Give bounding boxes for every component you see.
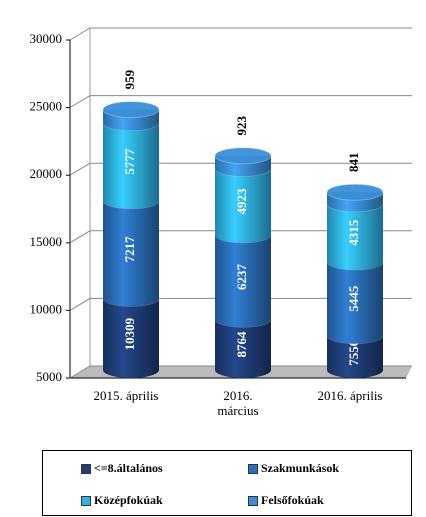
grid-line <box>69 162 412 176</box>
legend-swatch <box>248 463 258 474</box>
cylinder-segment <box>327 335 383 378</box>
legend-swatch <box>81 463 91 474</box>
legend: <=8.általános Szakmunkások Középfokúak Fels… <box>42 450 412 516</box>
cylinder-cap <box>102 101 160 119</box>
legend-item: Felsőfokúak <box>248 493 324 508</box>
legend-swatch <box>248 495 258 506</box>
x-tick-label: 2016. március <box>217 388 259 418</box>
y-tick-label: 20000 <box>30 166 63 181</box>
grid-line <box>69 365 412 379</box>
legend-item: <=8.általános <box>81 461 163 476</box>
grid-line <box>69 230 412 244</box>
legend-label: <=8.általános <box>94 461 163 475</box>
x-tick-label: 2016. április <box>317 388 383 403</box>
cylinder-segment <box>327 203 383 270</box>
grid-line <box>69 95 412 109</box>
x-tick-label: 2015. április <box>93 388 159 403</box>
cylinder-cap <box>326 183 384 201</box>
cylinder-segment <box>215 319 271 378</box>
value-label: 959 <box>122 69 137 89</box>
value-label: 7550 <box>346 340 361 366</box>
value-label: 7217 <box>122 236 137 263</box>
chart: 5000 10000 15000 20000 25000 30000 10309 7217 57… <box>30 27 412 384</box>
value-label: 5777 <box>122 148 137 175</box>
value-label: 10309 <box>122 317 137 350</box>
value-label: 4315 <box>346 219 361 246</box>
value-label: 6237 <box>234 263 249 290</box>
y-tick-label: 15000 <box>30 234 63 249</box>
y-tick-label: 25000 <box>30 99 63 114</box>
legend-label: Középfokúak <box>94 493 163 507</box>
y-tick-label: 5000 <box>36 369 62 384</box>
cylinder-segment <box>103 200 159 307</box>
cylinder-segment <box>103 298 159 378</box>
cylinder-segment <box>215 168 271 243</box>
grid-line <box>69 297 412 311</box>
value-label: 841 <box>346 152 361 172</box>
y-tick-label: 10000 <box>30 301 63 316</box>
y-tick-label: 30000 <box>30 31 63 46</box>
cylinder-cap <box>214 147 272 165</box>
value-label: 8764 <box>234 331 249 358</box>
value-label: 4923 <box>234 188 249 215</box>
cylinder-segment <box>103 122 159 209</box>
value-label: 5445 <box>346 285 361 312</box>
grid-line <box>69 27 412 41</box>
value-label: 923 <box>234 115 249 135</box>
legend-swatch <box>81 495 91 506</box>
legend-label: Szakmunkások <box>261 461 340 475</box>
cylinder-segment <box>327 261 383 344</box>
legend-item: Szakmunkások <box>248 461 339 476</box>
legend-label: Felsőfokúak <box>261 493 324 507</box>
legend-item: Középfokúak <box>81 493 163 508</box>
cylinder-segment <box>215 234 271 328</box>
